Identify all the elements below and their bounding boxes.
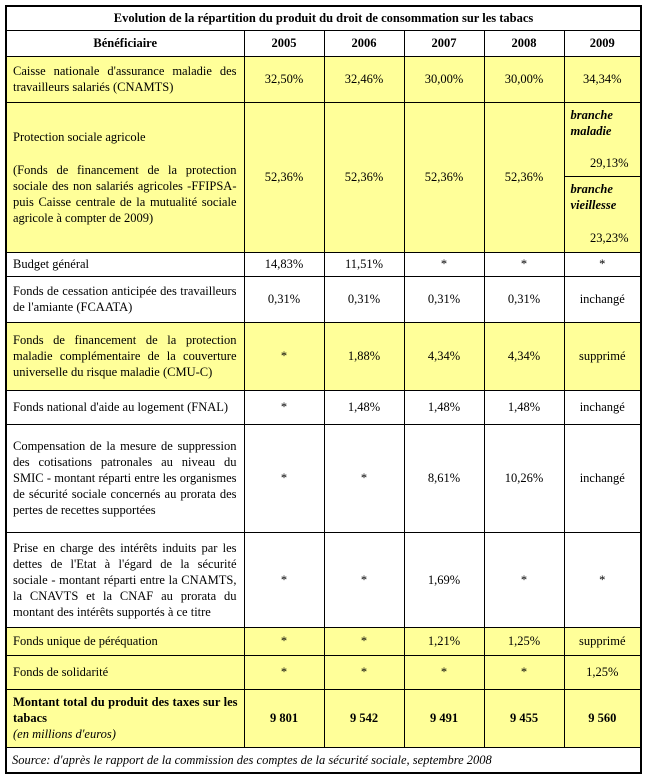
value-cell: 9 542 xyxy=(323,688,405,748)
row-label: Fonds de solidarité xyxy=(5,654,245,690)
value-cell: 0,31% xyxy=(403,275,485,323)
value-cell: 1,25% xyxy=(563,654,642,690)
table-row-cmu-c: Fonds de financement de la protection ma… xyxy=(5,321,642,391)
value-cell: * xyxy=(483,531,565,628)
value-cell: * xyxy=(323,423,405,533)
column-header-2006: 2006 xyxy=(323,29,405,57)
value-cell: * xyxy=(563,251,642,277)
branch-value: 29,13% xyxy=(590,155,629,170)
value-cell: 14,83% xyxy=(243,251,325,277)
value-cell: 0,31% xyxy=(323,275,405,323)
table-row-cnamts: Caisse nationale d'assurance maladie des… xyxy=(5,55,642,103)
table-row-fonds-solidarite: Fonds de solidarité * * * * 1,25% xyxy=(5,654,642,690)
value-cell: * xyxy=(243,389,325,425)
column-header-beneficiaire: Bénéficiaire xyxy=(5,29,245,57)
value-cell: 9 801 xyxy=(243,688,325,748)
value-cell: inchangé xyxy=(563,275,642,323)
value-cell: * xyxy=(403,251,485,277)
value-cell: * xyxy=(483,654,565,690)
value-cell: 30,00% xyxy=(403,55,485,103)
branch-label: branche maladie xyxy=(570,107,613,138)
value-cell: * xyxy=(243,531,325,628)
branch-value: 23,23% xyxy=(590,230,629,245)
branch-vieillesse-cell: branche vieillesse 23,23% xyxy=(565,177,641,251)
value-cell: 4,34% xyxy=(483,321,565,391)
value-cell: 1,88% xyxy=(323,321,405,391)
value-cell: * xyxy=(243,423,325,533)
value-cell: 1,48% xyxy=(323,389,405,425)
value-cell: * xyxy=(323,626,405,656)
source-note: Source: d'après le rapport de la commiss… xyxy=(5,746,642,774)
value-cell: * xyxy=(323,531,405,628)
row-label: Fonds de financement de la protection ma… xyxy=(5,321,245,391)
value-cell: 10,26% xyxy=(483,423,565,533)
title-row: Evolution de la répartition du produit d… xyxy=(5,5,642,31)
table-row-fonds-perequation: Fonds unique de péréquation * * 1,21% 1,… xyxy=(5,626,642,656)
table-row-prise-en-charge-interets: Prise en charge des intérêts induits par… xyxy=(5,531,642,628)
value-cell: 0,31% xyxy=(243,275,325,323)
table-row-total: Montant total du produit des taxes sur l… xyxy=(5,688,642,748)
value-cell: inchangé xyxy=(563,389,642,425)
value-cell: 0,31% xyxy=(483,275,565,323)
table-row-fcaata: Fonds de cessation anticipée des travail… xyxy=(5,275,642,323)
table-row-protection-sociale-agricole: Protection sociale agricole (Fonds de fi… xyxy=(5,101,642,253)
value-cell: 9 560 xyxy=(563,688,642,748)
column-header-2008: 2008 xyxy=(483,29,565,57)
value-cell: 8,61% xyxy=(403,423,485,533)
total-unit-note: (en millions d'euros) xyxy=(13,727,116,741)
value-cell: * xyxy=(563,531,642,628)
value-cell: 1,69% xyxy=(403,531,485,628)
value-cell: 1,48% xyxy=(403,389,485,425)
value-cell: * xyxy=(403,654,485,690)
value-cell: * xyxy=(483,251,565,277)
total-label: Montant total du produit des taxes sur l… xyxy=(13,695,238,725)
value-cell: 32,46% xyxy=(323,55,405,103)
value-cell: 1,48% xyxy=(483,389,565,425)
row-label: Compensation de la mesure de suppression… xyxy=(5,423,245,533)
value-cell: supprimé xyxy=(563,321,642,391)
value-cell: 52,36% xyxy=(483,101,565,253)
column-header-2005: 2005 xyxy=(243,29,325,57)
row-label: Fonds de cessation anticipée des travail… xyxy=(5,275,245,323)
value-cell: 9 491 xyxy=(403,688,485,748)
value-cell: * xyxy=(243,321,325,391)
table-row-fnal: Fonds national d'aide au logement (FNAL)… xyxy=(5,389,642,425)
value-cell: inchangé xyxy=(563,423,642,533)
value-cell: 30,00% xyxy=(483,55,565,103)
row-label: Fonds national d'aide au logement (FNAL) xyxy=(5,389,245,425)
value-cell: 52,36% xyxy=(403,101,485,253)
source-row: Source: d'après le rapport de la commiss… xyxy=(5,746,642,774)
table-title: Evolution de la répartition du produit d… xyxy=(5,5,642,31)
row-label: Prise en charge des intérêts induits par… xyxy=(5,531,245,628)
value-cell: 34,34% xyxy=(563,55,642,103)
tobacco-tax-distribution-table: Evolution de la répartition du produit d… xyxy=(5,5,643,774)
column-header-2007: 2007 xyxy=(403,29,485,57)
value-cell: 1,21% xyxy=(403,626,485,656)
value-cell: 32,50% xyxy=(243,55,325,103)
row-label: Montant total du produit des taxes sur l… xyxy=(5,688,245,748)
row-label: Budget général xyxy=(5,251,245,277)
table-row-budget-general: Budget général 14,83% 11,51% * * * xyxy=(5,251,642,277)
row-label: Protection sociale agricole (Fonds de fi… xyxy=(5,101,245,253)
value-cell: 11,51% xyxy=(323,251,405,277)
value-cell: 9 455 xyxy=(483,688,565,748)
header-row: Bénéficiaire 2005 2006 2007 2008 2009 xyxy=(5,29,642,57)
column-header-2009: 2009 xyxy=(563,29,642,57)
row-label-detail: (Fonds de financement de la protection s… xyxy=(13,162,237,225)
branch-maladie-cell: branche maladie 29,13% xyxy=(564,103,641,177)
row-label-main: Protection sociale agricole xyxy=(13,129,146,144)
row-label: Caisse nationale d'assurance maladie des… xyxy=(5,55,245,103)
table-row-compensation-smic: Compensation de la mesure de suppression… xyxy=(5,423,642,533)
value-cell: 52,36% xyxy=(243,101,325,253)
value-cell: * xyxy=(323,654,405,690)
branch-label: branche vieillesse xyxy=(570,181,617,212)
value-cell: 1,25% xyxy=(483,626,565,656)
value-cell: supprimé xyxy=(563,626,642,656)
value-cell: 52,36% xyxy=(323,101,405,253)
value-cell: 4,34% xyxy=(403,321,485,391)
value-cell: * xyxy=(243,626,325,656)
row-label: Fonds unique de péréquation xyxy=(5,626,245,656)
value-cell-2009-split: branche maladie 29,13% branche vieilless… xyxy=(563,101,642,253)
value-cell: * xyxy=(243,654,325,690)
